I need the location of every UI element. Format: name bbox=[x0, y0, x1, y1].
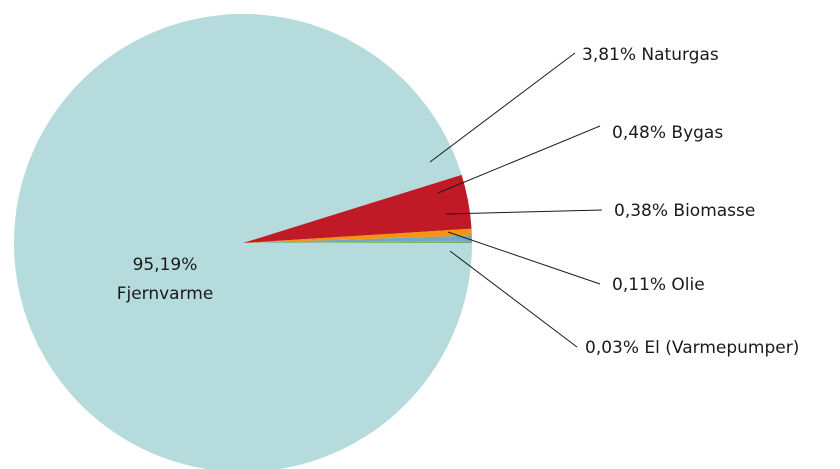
leader-line-olie bbox=[447, 231, 601, 285]
slice-label-fjernvarme-percent: 95,19% bbox=[133, 255, 198, 275]
pie-slice-olie bbox=[243, 240, 472, 243]
leader-line-el-varmepumper bbox=[449, 250, 578, 348]
slice-label-olie: 0,11% Olie bbox=[612, 275, 705, 295]
pie-slice-biomasse bbox=[243, 235, 472, 243]
leader-line-bygas bbox=[437, 125, 601, 194]
pie-slice-naturgas bbox=[243, 174, 472, 243]
pie-slice-fjernvarme bbox=[14, 14, 472, 469]
leader-line-naturgas bbox=[429, 52, 576, 163]
pie-slice-bygas bbox=[243, 228, 472, 243]
slice-label-biomasse: 0,38% Biomasse bbox=[614, 201, 755, 221]
leader-line-biomasse bbox=[445, 209, 603, 215]
slice-label-fjernvarme-name: Fjernvarme bbox=[117, 284, 214, 304]
slice-label-naturgas: 3,81% Naturgas bbox=[582, 45, 719, 65]
slice-label-bygas: 0,48% Bygas bbox=[612, 123, 723, 143]
slice-label-el-varmepumper: 0,03% El (Varmepumper) bbox=[585, 338, 799, 358]
